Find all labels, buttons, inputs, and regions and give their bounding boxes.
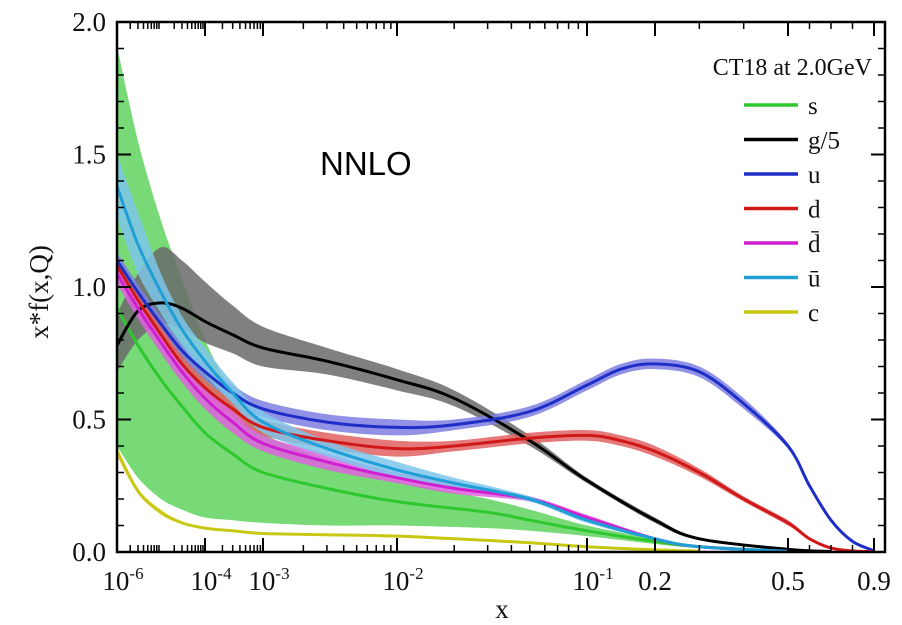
central-curves (117, 185, 875, 552)
x-tick-label: 10-1 (572, 564, 613, 596)
legend-label-d: d (808, 197, 821, 224)
axis-ticks (116, 21, 885, 553)
legend-label-u: u (808, 162, 821, 189)
x-axis-title: x (495, 594, 509, 624)
uncertainty-bands (117, 45, 874, 552)
x-tick-label: 0.9 (857, 566, 891, 596)
y-tick-label: 2.0 (72, 7, 106, 37)
band-g-over-5 (117, 246, 831, 552)
y-tick-label: 1.0 (72, 272, 106, 302)
line-u (117, 259, 875, 552)
y-tick-label: 0.0 (72, 537, 106, 567)
band-s (117, 45, 788, 552)
line-g-over-5 (117, 301, 832, 552)
x-tick-label: 0.5 (771, 566, 805, 596)
x-tick-label: 10-4 (190, 564, 232, 596)
line-c (117, 450, 700, 552)
y-tick-label: 1.5 (72, 140, 106, 170)
legend-label-ubar: ū (808, 266, 821, 293)
legend-label-s: s (808, 93, 818, 120)
legend-title: CT18 at 2.0GeV (713, 55, 873, 81)
x-tick-label: 10-6 (102, 564, 143, 596)
line-ubar (117, 185, 789, 552)
x-tick-label: 10-2 (382, 564, 423, 596)
x-tick-label: 10-3 (248, 564, 289, 596)
order-annotation: NNLO (320, 145, 412, 182)
line-d (117, 265, 875, 552)
legend: CT18 at 2.0GeV s g/5 ud d̄ ūc (713, 55, 873, 327)
x-tick-label: 0.2 (638, 566, 672, 596)
y-tick-label: 0.5 (72, 405, 106, 435)
axis-tick-labels: 10-6 10-4 10-3 10-2 10-1 0.2 0.5 0.9 0.0 0.5 1.0 1.… (72, 7, 891, 596)
legend-label-c: c (808, 300, 819, 327)
legend-label-g-over-5: g/5 (808, 128, 840, 155)
line-s (117, 307, 789, 552)
legend-label-dbar: d̄ (808, 230, 821, 258)
y-axis-title: x*f(x,Q) (24, 245, 54, 339)
